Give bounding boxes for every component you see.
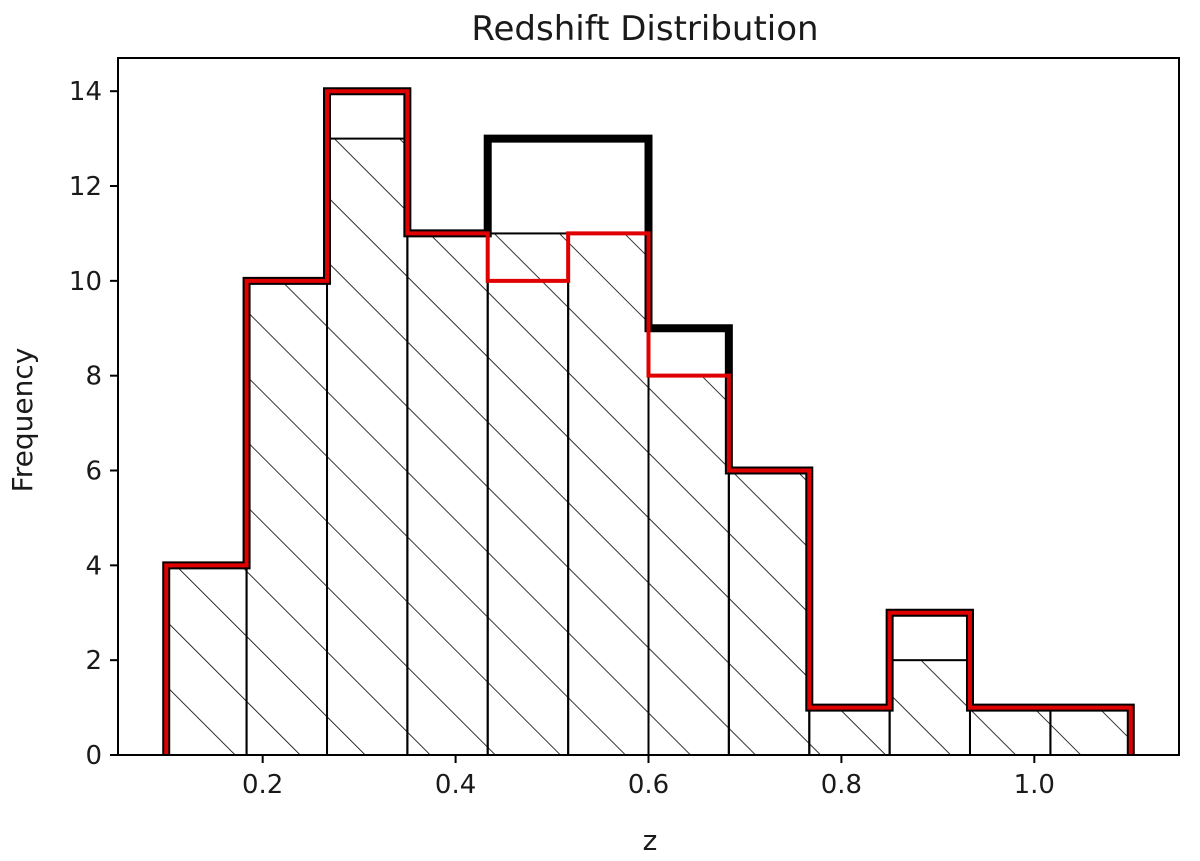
hatched-bar (808, 706, 891, 755)
y-tick-label: 8 (85, 362, 102, 392)
x-tick-label: 0.8 (821, 770, 862, 800)
hatched-bar (245, 279, 329, 755)
hatched-bar (406, 232, 489, 755)
hatched-bar (647, 374, 730, 755)
bars-layer (165, 137, 1132, 755)
hatched-bar (888, 659, 971, 755)
y-tick-label: 6 (85, 457, 102, 487)
hatched-bar (486, 232, 570, 755)
hatched-bar (727, 469, 811, 755)
x-tick-label: 1.0 (1014, 770, 1055, 800)
x-tick-label: 0.2 (242, 770, 283, 800)
hatched-bar (968, 706, 1052, 755)
y-tick-label: 12 (69, 172, 102, 202)
y-tick-label: 4 (85, 551, 102, 581)
y-axis-label: Frequency (6, 348, 39, 493)
hatched-bar (567, 232, 650, 755)
y-tick-label: 10 (69, 267, 102, 297)
chart-title: Redshift Distribution (471, 9, 818, 49)
x-tick-label: 0.6 (628, 770, 669, 800)
step-outlines-layer (162, 87, 1135, 755)
y-tick-label: 14 (69, 77, 102, 107)
hatched-bar (326, 137, 409, 755)
hatched-bar (1049, 706, 1132, 755)
x-axis-label: z (643, 824, 658, 857)
y-axis-ticks: 0 2 4 6 8 10 12 14 (69, 77, 118, 771)
y-tick-label: 2 (85, 646, 102, 676)
x-tick-label: 0.4 (435, 770, 476, 800)
y-tick-label: 0 (85, 741, 102, 771)
x-axis-ticks: 0.2 0.4 0.6 0.8 1.0 (242, 755, 1055, 800)
hatched-bar (165, 564, 248, 755)
red-step-outline (164, 89, 1133, 755)
